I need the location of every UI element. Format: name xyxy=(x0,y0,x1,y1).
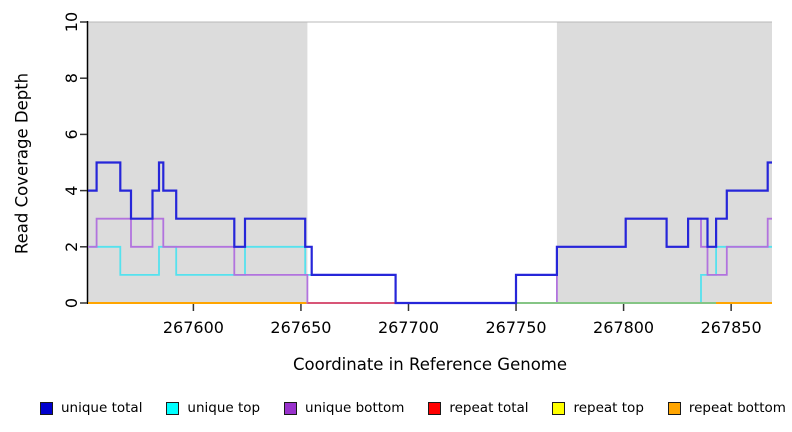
plot-canvas: 0 2 4 6 8 10 267600 267650 267700 267750 267800 267… xyxy=(62,12,772,337)
unique-bottom-swatch-icon xyxy=(284,401,298,415)
x-tick-label: 267750 xyxy=(485,318,546,337)
y-tick-label: 0 xyxy=(62,298,81,308)
repeat-total-swatch-icon xyxy=(428,401,442,415)
repeat-region-right xyxy=(556,22,772,303)
x-tick-label: 267650 xyxy=(270,318,331,337)
unique-total-swatch-icon xyxy=(40,401,53,415)
x-axis-title: Coordinate in Reference Genome xyxy=(292,355,568,374)
y-axis-title: Read Coverage Depth xyxy=(12,72,32,255)
y-tick-label: 8 xyxy=(62,73,81,83)
y-tick-label: 4 xyxy=(62,186,81,196)
y-tick-label: 6 xyxy=(62,129,81,139)
y-tick-label: 10 xyxy=(62,12,81,32)
legend-label: repeat bottom xyxy=(688,400,786,416)
legend-label: unique top xyxy=(187,400,261,416)
legend-item-unique-bottom: unique bottom xyxy=(284,400,404,416)
legend-label: unique total xyxy=(61,400,143,416)
x-tick-label: 267600 xyxy=(163,318,224,337)
legend-label: repeat top xyxy=(573,400,644,416)
repeat-region-left xyxy=(88,22,308,303)
repeat-top-swatch-icon xyxy=(552,401,566,415)
x-tick-label: 267800 xyxy=(593,318,654,337)
legend-label: unique bottom xyxy=(305,400,405,416)
legend-item-repeat-top: repeat top xyxy=(552,400,644,416)
x-tick-label: 267850 xyxy=(701,318,762,337)
series-unique-total xyxy=(88,161,772,305)
legend-item-repeat-total: repeat total xyxy=(428,400,529,416)
x-tick-label: 267700 xyxy=(378,318,439,337)
legend-item-repeat-bottom: repeat bottom xyxy=(667,400,786,416)
unique-top-swatch-icon xyxy=(166,401,180,415)
series-unique-top xyxy=(88,245,772,304)
legend-item-unique-total: unique total xyxy=(40,400,142,416)
legend-item-unique-top: unique top xyxy=(166,400,260,416)
repeat-bottom-swatch-icon xyxy=(667,401,681,415)
legend-label: repeat total xyxy=(449,400,529,416)
y-tick-label: 2 xyxy=(62,242,81,252)
legend: unique total unique top unique bottom re… xyxy=(40,398,786,418)
